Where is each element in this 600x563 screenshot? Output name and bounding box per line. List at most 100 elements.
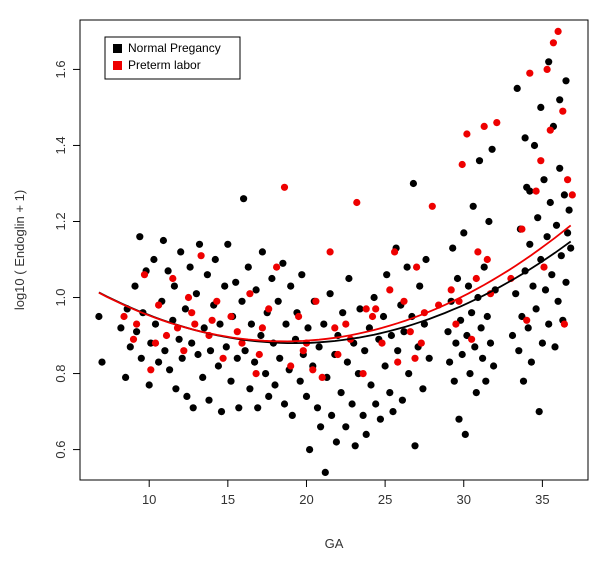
preterm-point-5 bbox=[162, 331, 171, 340]
normal-point-165 bbox=[482, 377, 490, 385]
normal-point-177 bbox=[519, 377, 528, 385]
normal-point-81 bbox=[296, 377, 304, 385]
y-tick-label-1.4: 1.4 bbox=[53, 136, 68, 154]
normal-point-16 bbox=[155, 358, 163, 366]
normal-point-64 bbox=[258, 248, 266, 256]
normal-point-98 bbox=[332, 438, 340, 446]
normal-point-5 bbox=[126, 343, 134, 351]
preterm-point-84 bbox=[252, 370, 260, 378]
preterm-point-67 bbox=[417, 339, 425, 347]
preterm-point-54 bbox=[546, 126, 554, 134]
normal-point-134 bbox=[411, 442, 419, 450]
normal-point-40 bbox=[206, 347, 215, 355]
preterm-point-7 bbox=[180, 347, 188, 355]
normal-point-73 bbox=[279, 259, 287, 267]
normal-point-185 bbox=[532, 305, 540, 313]
preterm-point-21 bbox=[287, 362, 295, 370]
normal-point-78 bbox=[288, 411, 296, 419]
preterm-point-22 bbox=[295, 312, 303, 321]
normal-point-34 bbox=[194, 350, 202, 359]
normal-point-142 bbox=[446, 358, 454, 366]
normal-point-19 bbox=[161, 347, 169, 355]
preterm-point-60 bbox=[540, 263, 548, 271]
normal-point-18 bbox=[159, 236, 167, 245]
normal-point-63 bbox=[257, 331, 265, 340]
normal-point-180 bbox=[524, 324, 532, 332]
normal-point-199 bbox=[554, 297, 562, 305]
preterm-point-52 bbox=[537, 157, 545, 165]
normal-point-147 bbox=[453, 274, 462, 283]
normal-point-14 bbox=[150, 255, 158, 264]
legend-box bbox=[104, 36, 241, 80]
normal-point-67 bbox=[265, 392, 273, 400]
normal-point-158 bbox=[471, 343, 479, 351]
normal-point-120 bbox=[381, 362, 389, 370]
legend-swatch-preterm bbox=[113, 61, 122, 70]
normal-point-200 bbox=[556, 164, 564, 172]
preterm-point-18 bbox=[265, 305, 273, 313]
normal-point-42 bbox=[211, 255, 219, 264]
x-axis-label: GA bbox=[325, 536, 344, 551]
normal-point-183 bbox=[529, 282, 537, 290]
preterm-point-56 bbox=[554, 27, 562, 35]
normal-point-95 bbox=[326, 290, 334, 298]
preterm-point-12 bbox=[213, 297, 221, 305]
normal-point-96 bbox=[328, 411, 336, 419]
normal-point-93 bbox=[321, 468, 329, 476]
y-axis: 0.6 0.8 1.0 1.2 1.4 1.6 bbox=[53, 60, 81, 459]
preterm-point-1 bbox=[129, 335, 138, 343]
preterm-point-57 bbox=[559, 107, 567, 115]
normal-point-77 bbox=[287, 282, 295, 290]
preterm-point-13 bbox=[219, 354, 227, 362]
normal-point-44 bbox=[216, 320, 224, 328]
normal-point-189 bbox=[538, 339, 547, 347]
preterm-point-3 bbox=[147, 366, 155, 374]
preterm-point-16 bbox=[246, 290, 254, 298]
preterm-point-37 bbox=[413, 263, 421, 271]
y-tick-label-1.2: 1.2 bbox=[53, 212, 68, 230]
normal-point-35 bbox=[195, 240, 204, 248]
preterm-point-29 bbox=[353, 198, 361, 207]
preterm-point-46 bbox=[480, 122, 488, 130]
legend-label-preterm: Preterm labor bbox=[128, 58, 201, 72]
preterm-point-10 bbox=[197, 252, 205, 260]
normal-point-37 bbox=[200, 324, 208, 332]
normal-point-150 bbox=[458, 350, 466, 359]
normal-point-91 bbox=[317, 423, 325, 431]
preterm-point-4 bbox=[155, 301, 163, 309]
normal-point-210 bbox=[545, 58, 553, 66]
normal-point-51 bbox=[232, 278, 240, 286]
normal-point-15 bbox=[151, 320, 160, 328]
preterm-point-59 bbox=[568, 191, 576, 199]
preterm-point-24 bbox=[312, 297, 320, 305]
normal-point-111 bbox=[361, 347, 369, 355]
normal-point-141 bbox=[444, 328, 452, 336]
normal-point-12 bbox=[145, 381, 153, 389]
normal-point-71 bbox=[274, 297, 282, 305]
preterm-point-78 bbox=[151, 339, 160, 347]
normal-point-39 bbox=[205, 396, 213, 404]
preterm-point-39 bbox=[428, 202, 436, 210]
normal-point-65 bbox=[262, 370, 270, 378]
normal-point-104 bbox=[345, 274, 353, 283]
plot-area bbox=[79, 19, 589, 481]
normal-point-212 bbox=[562, 77, 570, 85]
normal-point-167 bbox=[485, 217, 493, 226]
normal-point-129 bbox=[400, 328, 408, 336]
normal-point-193 bbox=[545, 320, 553, 328]
normal-point-72 bbox=[276, 354, 284, 362]
normal-point-146 bbox=[452, 339, 460, 347]
normal-point-84 bbox=[302, 392, 311, 400]
normal-point-187 bbox=[535, 408, 543, 416]
normal-point-55 bbox=[240, 195, 248, 203]
normal-point-123 bbox=[387, 331, 395, 340]
y-tick-label-0.6: 0.6 bbox=[53, 441, 68, 459]
normal-point-53 bbox=[235, 404, 243, 412]
normal-point-49 bbox=[227, 377, 235, 385]
normal-point-151 bbox=[460, 229, 468, 237]
normal-point-166 bbox=[483, 312, 491, 321]
normal-point-137 bbox=[419, 385, 427, 393]
normal-point-203 bbox=[560, 191, 569, 199]
preterm-point-49 bbox=[518, 225, 526, 233]
preterm-point-31 bbox=[368, 312, 377, 321]
